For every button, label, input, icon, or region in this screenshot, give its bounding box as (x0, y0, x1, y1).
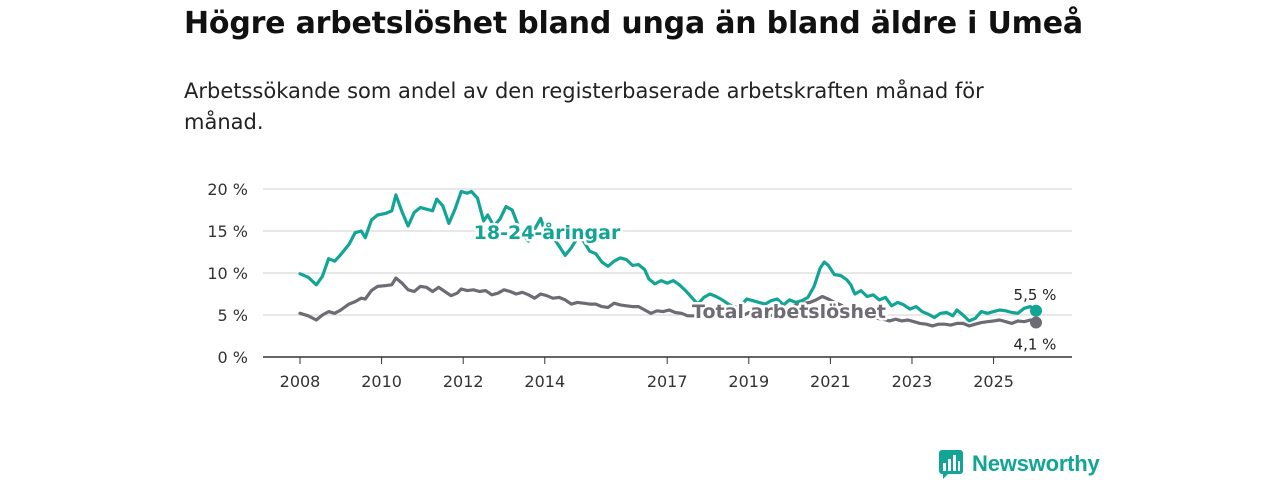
x-tick-label: 2023 (892, 372, 933, 391)
y-tick-label: 5 % (218, 306, 248, 325)
y-tick-label: 10 % (207, 264, 248, 283)
x-tick-label: 2019 (728, 372, 769, 391)
x-tick-label: 2017 (647, 372, 688, 391)
chart-subtitle: Arbetssökande som andel av den registerb… (184, 79, 984, 134)
y-gridlines: 0 % 5 % 10 % 15 % 20 % (207, 180, 1072, 367)
y-tick-label: 20 % (207, 180, 248, 199)
brand-name: Newsworthy (972, 451, 1100, 476)
brand-logo: Newsworthy (938, 448, 1100, 480)
end-dot-total (1030, 316, 1042, 329)
series-line-young (298, 189, 1038, 323)
series-label-total: Total arbetslöshet (692, 301, 886, 323)
x-tick-label: 2021 (810, 372, 851, 391)
newsworthy-logo-icon (939, 450, 963, 479)
y-tick-label: 15 % (207, 222, 248, 241)
series-label-young: 18-24-åringar (474, 220, 621, 244)
end-label-young: 5,5 % (1014, 286, 1057, 304)
chart-title: Högre arbetslöshet bland unga än bland ä… (184, 6, 1083, 41)
x-tick-label: 2010 (361, 372, 402, 391)
y-tick-label: 0 % (218, 348, 248, 367)
x-tick-label: 2008 (280, 372, 321, 391)
x-tick-label: 2012 (443, 372, 484, 391)
series-line-total (298, 276, 1038, 328)
end-dot-young (1030, 304, 1042, 317)
x-tick-label: 2014 (524, 372, 565, 391)
x-tick-label: 2025 (973, 372, 1014, 391)
x-axis-ticks: 2008 2010 2012 2014 2017 2019 2021 2023 2025 (280, 357, 1014, 391)
end-label-total: 4,1 % (1014, 336, 1057, 354)
